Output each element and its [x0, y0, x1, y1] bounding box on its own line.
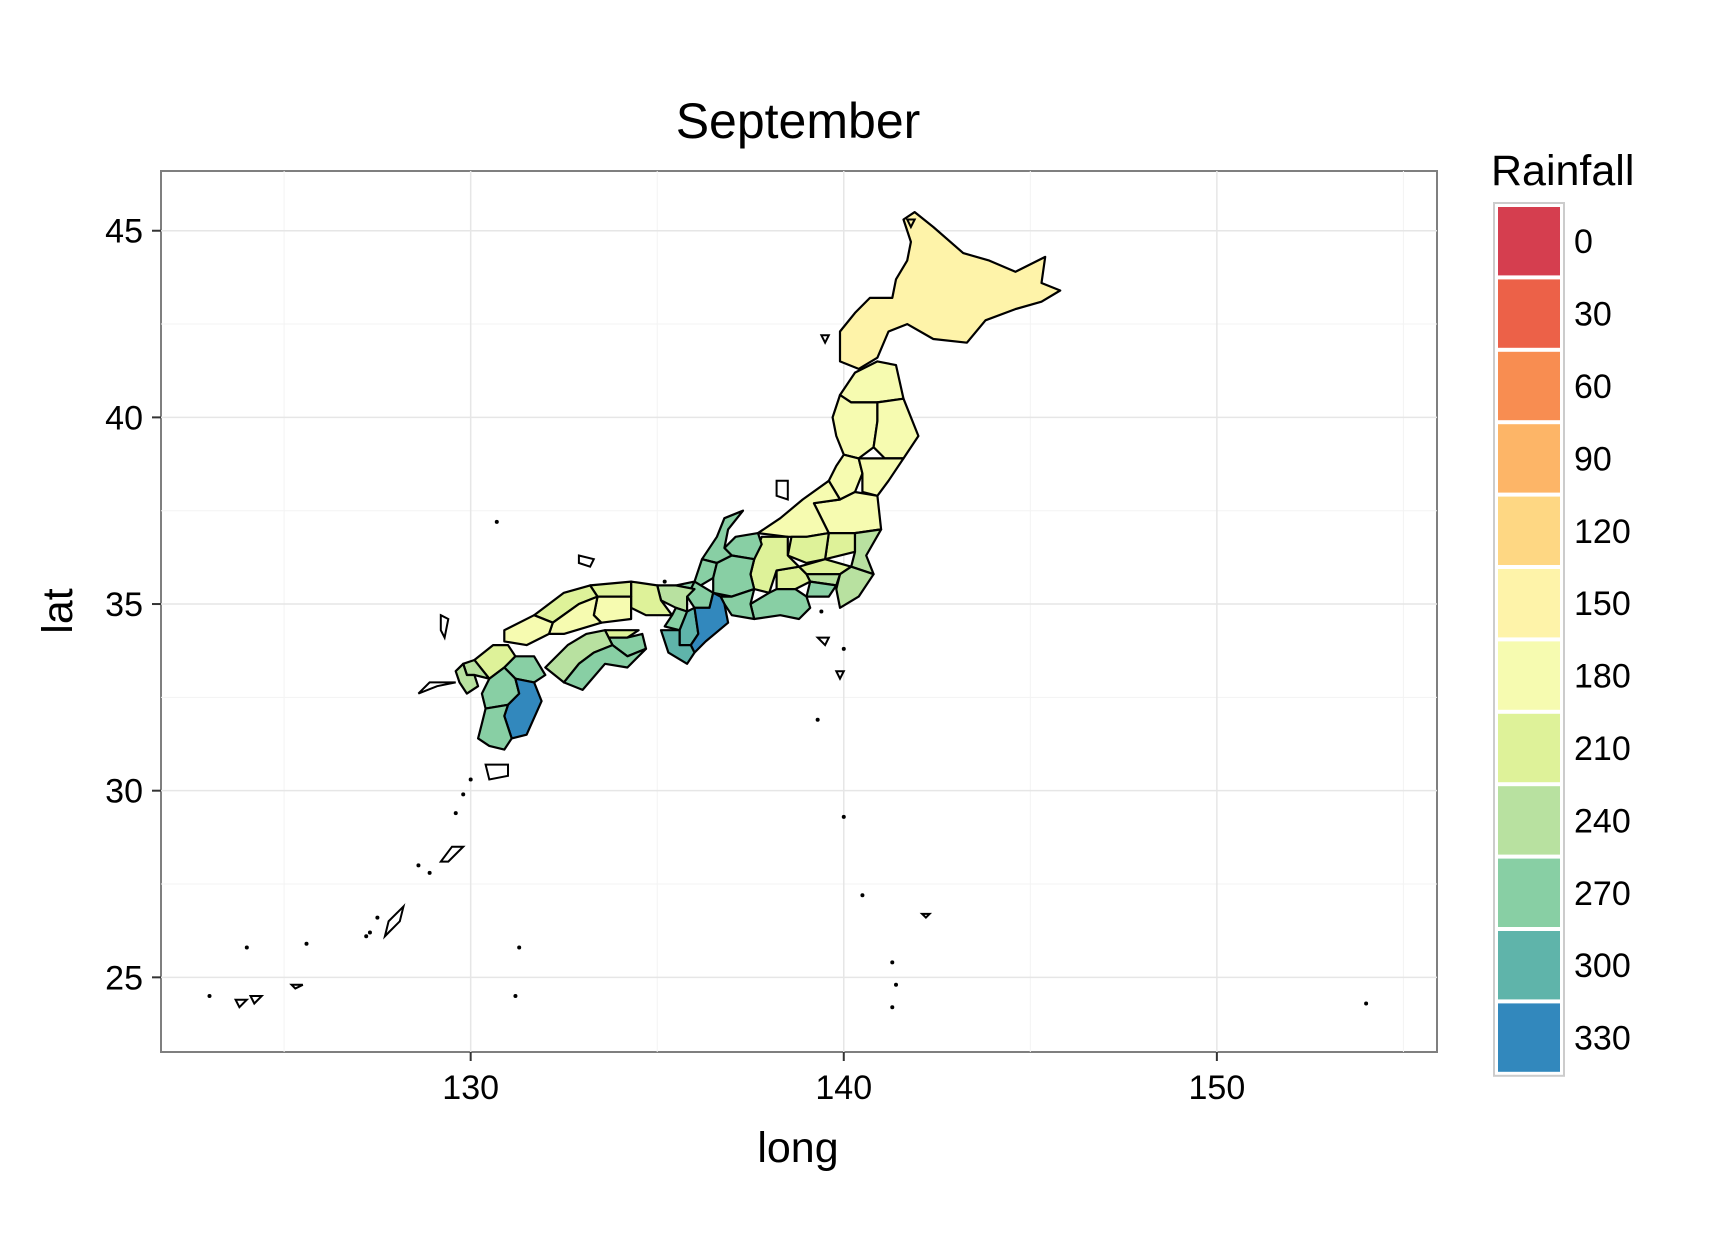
region-kanagawa — [805, 580, 838, 598]
legend-swatch — [1498, 279, 1560, 348]
islet-dot — [416, 863, 421, 868]
small-islands — [207, 218, 1369, 1010]
region-miyagi — [857, 457, 905, 497]
y-axis-title: lat — [34, 588, 82, 633]
islet-dot — [662, 579, 667, 584]
island-outline — [383, 903, 406, 940]
legend-swatch — [1498, 424, 1560, 493]
legend-keys: 0 30 60 90 120 150 180 210 240 270 300 330 — [1493, 202, 1631, 1077]
region-kagoshima — [477, 703, 513, 751]
region-hiroshima — [547, 595, 603, 636]
region-okayama — [592, 595, 633, 624]
region-wakayama — [659, 629, 696, 665]
region-yamaguchi — [503, 614, 554, 647]
legend-swatch — [1498, 207, 1560, 276]
legend-label: 150 — [1574, 585, 1631, 623]
chart-title: September — [676, 93, 921, 149]
island-outline — [439, 613, 450, 641]
island-outline — [248, 995, 265, 1006]
legend-label: 330 — [1574, 1020, 1631, 1058]
y-tick-label: 30 — [105, 773, 143, 811]
legend-label: 210 — [1574, 730, 1631, 768]
region-gifu — [712, 554, 756, 598]
islet-dot — [513, 994, 518, 999]
grid-lines — [161, 171, 1437, 1052]
legend-label: 0 — [1574, 223, 1593, 261]
island-outline — [289, 983, 304, 990]
islet-dot — [244, 945, 249, 950]
legend-swatch — [1498, 641, 1560, 710]
legend-label: 180 — [1574, 658, 1631, 696]
legend-label: 30 — [1574, 296, 1612, 334]
y-tick-label: 40 — [105, 399, 143, 437]
islet-dot — [890, 1005, 895, 1010]
y-tick-label: 45 — [105, 213, 143, 251]
rainfall-legend: Rainfall 0 30 60 90 120 150 180 210 240 270 300 330 — [1491, 147, 1634, 1077]
region-nagasaki — [454, 662, 480, 695]
islet-dot — [894, 982, 899, 987]
region-kyoto — [656, 584, 696, 613]
legend-label: 60 — [1574, 368, 1612, 406]
island-outline — [775, 479, 789, 501]
y-tick-label: 35 — [105, 586, 143, 624]
islet-dot — [819, 609, 824, 614]
prefecture-regions — [454, 211, 1062, 751]
island-outline — [417, 681, 456, 695]
islet-dot — [364, 934, 369, 939]
islet-dot — [517, 945, 522, 950]
region-hokkaido — [838, 211, 1062, 370]
island-outline — [815, 636, 831, 647]
islet-dot — [367, 930, 372, 935]
legend-swatch — [1498, 713, 1560, 783]
island-outline — [577, 554, 596, 568]
islet-dot — [494, 519, 499, 524]
islet-dot — [860, 893, 865, 898]
legend-label: 120 — [1574, 513, 1631, 551]
island-outline — [834, 670, 846, 681]
islet-dot — [461, 792, 466, 797]
legend-swatch — [1498, 858, 1560, 927]
island-outline — [233, 998, 250, 1009]
legend-title: Rainfall — [1491, 147, 1634, 195]
islet-dot — [841, 646, 846, 651]
axes: 130 140 150 25 30 35 40 45 — [105, 213, 1245, 1107]
islet-dot — [375, 915, 380, 920]
legend-swatch — [1498, 569, 1560, 638]
x-tick-label: 150 — [1189, 1069, 1246, 1107]
islet-dot — [841, 814, 846, 819]
region-akita — [831, 393, 879, 460]
legend-swatch — [1498, 351, 1560, 421]
legend-label: 90 — [1574, 440, 1612, 478]
legend-swatch — [1498, 786, 1560, 855]
region-gunma — [786, 531, 830, 565]
region-kochi — [562, 643, 648, 692]
islet-dot — [1364, 1001, 1369, 1006]
islet-dot — [468, 777, 473, 782]
x-axis-title: long — [757, 1124, 838, 1172]
legend-label: 270 — [1574, 875, 1631, 913]
islet-dot — [890, 960, 895, 965]
region-chiba — [835, 565, 875, 609]
legend-swatch — [1498, 1003, 1560, 1072]
island-outline — [919, 912, 933, 920]
y-tick-label: 25 — [105, 959, 143, 997]
islet-dot — [453, 811, 458, 816]
legend-swatch — [1498, 931, 1560, 1000]
legend-label: 240 — [1574, 802, 1631, 840]
islet-dot — [207, 994, 212, 999]
island-outline — [484, 763, 509, 781]
x-tick-label: 140 — [815, 1069, 872, 1107]
islet-dot — [815, 717, 820, 722]
islet-dot — [427, 870, 432, 875]
islet-dot — [304, 941, 309, 946]
region-shizuoka — [749, 587, 812, 621]
legend-swatch — [1498, 496, 1560, 565]
legend-frame — [1493, 202, 1565, 1077]
island-outline — [438, 845, 466, 863]
x-tick-label: 130 — [442, 1069, 499, 1107]
island-outline — [819, 334, 831, 345]
island-outline — [905, 218, 917, 230]
legend-label: 300 — [1574, 947, 1631, 985]
